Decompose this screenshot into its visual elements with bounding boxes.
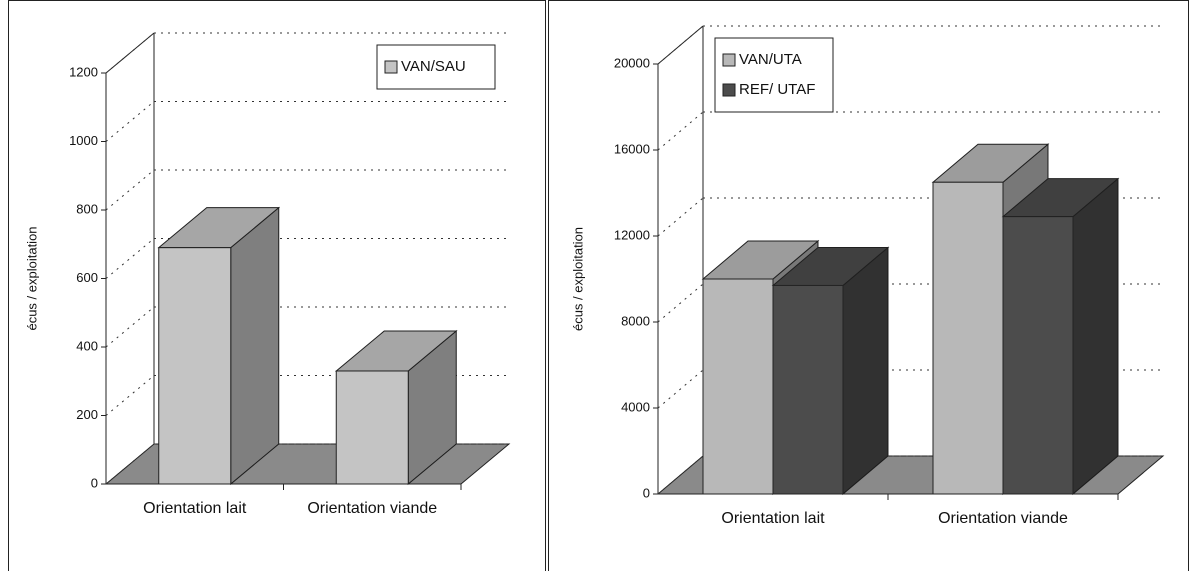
chart-panel: 0 4000 8000 12000 16000 20000 écus / exploitat… [548, 0, 1189, 571]
bar-front [335, 370, 409, 485]
grid-line [657, 455, 704, 495]
legend-swatch [722, 53, 736, 67]
bar-side-shade [843, 247, 888, 494]
x-tick-label: Orientation lait [143, 500, 247, 517]
bar-top-shade [933, 144, 1048, 183]
legend-label: VAN/UTA [739, 51, 802, 68]
x-tick-label: Orientation viande [307, 500, 438, 517]
y-tick-label: 800 [76, 201, 98, 216]
grid-line [657, 111, 704, 151]
bar-top-shade [1003, 178, 1118, 217]
bar-side-shade [1073, 178, 1118, 494]
x-tick-label: Orientation viande [938, 510, 1068, 527]
grid-line [657, 369, 704, 409]
bar [1001, 177, 1120, 496]
y-tick-label: 1200 [69, 64, 98, 79]
y-tick-label: 400 [76, 338, 98, 353]
bar-front [932, 181, 1004, 495]
chart: 0 200 400 600 800 1000 1200 écus / exploitation… [24, 32, 511, 490]
y-tick-label: 600 [76, 270, 98, 285]
bar-top-shade [158, 207, 279, 248]
y-tick-label: 12000 [614, 227, 650, 242]
y-axis-label: écus / exploitation [570, 227, 585, 331]
x-tick-label: Orientation lait [721, 510, 825, 527]
wall-top-edge [105, 32, 155, 74]
y-tick-label: 1000 [69, 133, 98, 148]
y-tick-label: 4000 [621, 399, 650, 414]
grid-line [657, 25, 704, 65]
legend-label: VAN/SAU [401, 58, 466, 75]
y-tick-label: 0 [643, 485, 650, 500]
bar [334, 329, 458, 486]
bar-top-shade [773, 247, 888, 286]
bar [771, 246, 890, 496]
grid-line [105, 238, 155, 279]
grid-line [105, 169, 155, 211]
y-tick-label: 8000 [621, 313, 650, 328]
bar-front [1002, 216, 1074, 495]
legend-swatch [722, 83, 736, 97]
bar [157, 206, 281, 486]
chart: 0 4000 8000 12000 16000 20000 écus / exploitat… [570, 25, 1165, 500]
bar-top-shade [336, 330, 457, 371]
bar-top-shade [703, 241, 818, 279]
grid-line [105, 306, 155, 348]
legend-box [714, 37, 834, 113]
y-axis-label: écus / exploitation [24, 226, 39, 330]
grid-line [657, 197, 704, 237]
y-tick-label: 20000 [614, 55, 650, 70]
y-tick-label: 16000 [614, 141, 650, 156]
y-tick-label: 0 [91, 475, 98, 490]
y-tick-label: 200 [76, 407, 98, 422]
bar-front [772, 284, 844, 495]
grid-line [105, 101, 155, 142]
grid-line [105, 375, 155, 416]
bar-side-shade [230, 207, 279, 485]
chart-panel: 0 200 400 600 800 1000 1200 écus / exploitation… [8, 0, 546, 571]
bar-side-shade [408, 330, 457, 484]
grid-line [657, 283, 704, 323]
bar-front [158, 247, 232, 485]
legend-swatch [384, 60, 398, 74]
bar-front [702, 278, 774, 495]
legend-label: REF/ UTAF [739, 81, 815, 98]
